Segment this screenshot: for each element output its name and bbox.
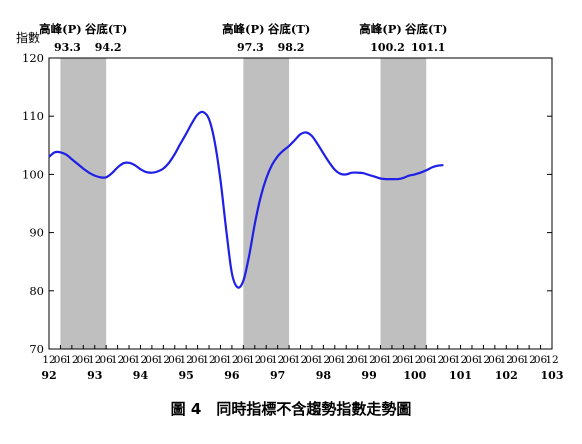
x-tick-label: 06 <box>260 354 274 366</box>
x-year-label: 99 <box>361 369 376 382</box>
recession-shading-layer <box>60 58 427 349</box>
x-tick-label: 12 <box>385 354 398 366</box>
x-tick-label: 06 <box>282 354 296 366</box>
trough-label: 谷底(T) <box>268 22 310 36</box>
figure-caption: 圖 4 同時指標不含趨勢指數走勢圖 <box>170 400 412 418</box>
y-tick-label: 120 <box>22 51 44 65</box>
x-tick-label: 12 <box>477 354 490 366</box>
recession-band <box>60 58 107 349</box>
peak-date: 93.3 <box>54 41 81 54</box>
x-year-label: 103 <box>541 369 564 382</box>
x-tick-label: 12 <box>500 354 513 366</box>
peak-label: 高峰(P) <box>359 22 402 36</box>
x-year-label: 93 <box>87 369 102 382</box>
x-tick-label: 12 <box>225 354 238 366</box>
turning-point-labels: 高峰(P) 93.3 谷底(T) 94.2 高峰(P) 97.3 谷底(T) 98.2 高峰(P… <box>39 22 447 54</box>
x-tick-label: 06 <box>237 354 251 366</box>
x-tick-label: 12 <box>362 354 375 366</box>
x-tick-label: 12 <box>248 354 261 366</box>
x-tick-label: 12 <box>157 354 170 366</box>
x-year-label: 92 <box>41 369 56 382</box>
x-tick-label: 06 <box>374 354 388 366</box>
x-tick-label: 06 <box>534 354 548 366</box>
x-tick-label: 12 <box>431 354 444 366</box>
x-year-label: 97 <box>270 369 285 382</box>
peak-label: 高峰(P) <box>39 22 82 36</box>
x-tick-label: 06 <box>328 354 342 366</box>
x-year-label: 102 <box>495 369 518 382</box>
x-tick-label: 06 <box>397 354 411 366</box>
x-tick-label: 12 <box>294 354 307 366</box>
x-year-label: 95 <box>179 369 194 382</box>
x-tick-label: 06 <box>420 354 434 366</box>
x-tick-label: 12 <box>88 354 101 366</box>
y-axis-label: 指數 <box>16 30 40 45</box>
trough-label: 谷底(T) <box>85 22 127 36</box>
plot-frame <box>48 57 553 350</box>
x-year-label: 94 <box>133 369 149 382</box>
x-tick-label: 06 <box>54 354 68 366</box>
peak-date: 100.2 <box>370 41 404 54</box>
trough-date: 101.1 <box>411 41 445 54</box>
x-tick-label: 06 <box>191 354 205 366</box>
x-tick-label: 06 <box>214 354 228 366</box>
x-tick-label: 06 <box>442 354 456 366</box>
x-tick-label: 12 <box>271 354 284 366</box>
peak-label: 高峰(P) <box>222 22 265 36</box>
trough-date: 98.2 <box>278 41 305 54</box>
x-tick-label: 06 <box>465 354 479 366</box>
trough-date: 94.2 <box>95 41 122 54</box>
x-tick-label: 06 <box>511 354 525 366</box>
x-tick-label: 12 <box>408 354 421 366</box>
trough-label: 谷底(T) <box>405 22 447 36</box>
x-tick-label: 12 <box>65 354 78 366</box>
x-tick-label: 12 <box>317 354 330 366</box>
x-tick-label: 12 <box>454 354 467 366</box>
x-tick-label: 12 <box>42 354 55 366</box>
y-tick-label: 70 <box>29 342 44 356</box>
series-layer <box>48 110 444 289</box>
x-year-label: 100 <box>403 369 426 382</box>
x-tick-label: 12 <box>522 354 535 366</box>
x-tick-label: 06 <box>305 354 319 366</box>
x-year-label: 96 <box>224 369 240 382</box>
x-tick-label: 06 <box>122 354 136 366</box>
y-tick-label: 90 <box>29 226 44 240</box>
x-tick-label: 12 <box>134 354 147 366</box>
x-tick-label: 12 <box>545 354 558 366</box>
x-ticks-layer: 1206120612061206120612061206120612061206… <box>41 345 563 382</box>
x-tick-label: 06 <box>351 354 365 366</box>
recession-band <box>380 58 427 349</box>
x-tick-label: 12 <box>340 354 353 366</box>
x-year-label: 101 <box>449 369 472 382</box>
y-tick-label: 100 <box>22 167 44 181</box>
series-line <box>48 110 444 289</box>
x-tick-label: 12 <box>111 354 124 366</box>
x-tick-label: 06 <box>145 354 159 366</box>
x-tick-label: 06 <box>99 354 113 366</box>
x-tick-label: 06 <box>488 354 502 366</box>
x-tick-label: 06 <box>168 354 182 366</box>
y-tick-label: 80 <box>29 284 44 298</box>
y-tick-label: 110 <box>22 109 44 123</box>
x-year-label: 98 <box>316 369 332 382</box>
recession-band <box>243 58 290 349</box>
y-ticks-layer: 70 80 90 100 110 120 <box>22 51 552 356</box>
x-tick-label: 12 <box>179 354 192 366</box>
x-tick-label: 12 <box>202 354 215 366</box>
peak-date: 97.3 <box>237 41 264 54</box>
x-tick-label: 06 <box>77 354 91 366</box>
